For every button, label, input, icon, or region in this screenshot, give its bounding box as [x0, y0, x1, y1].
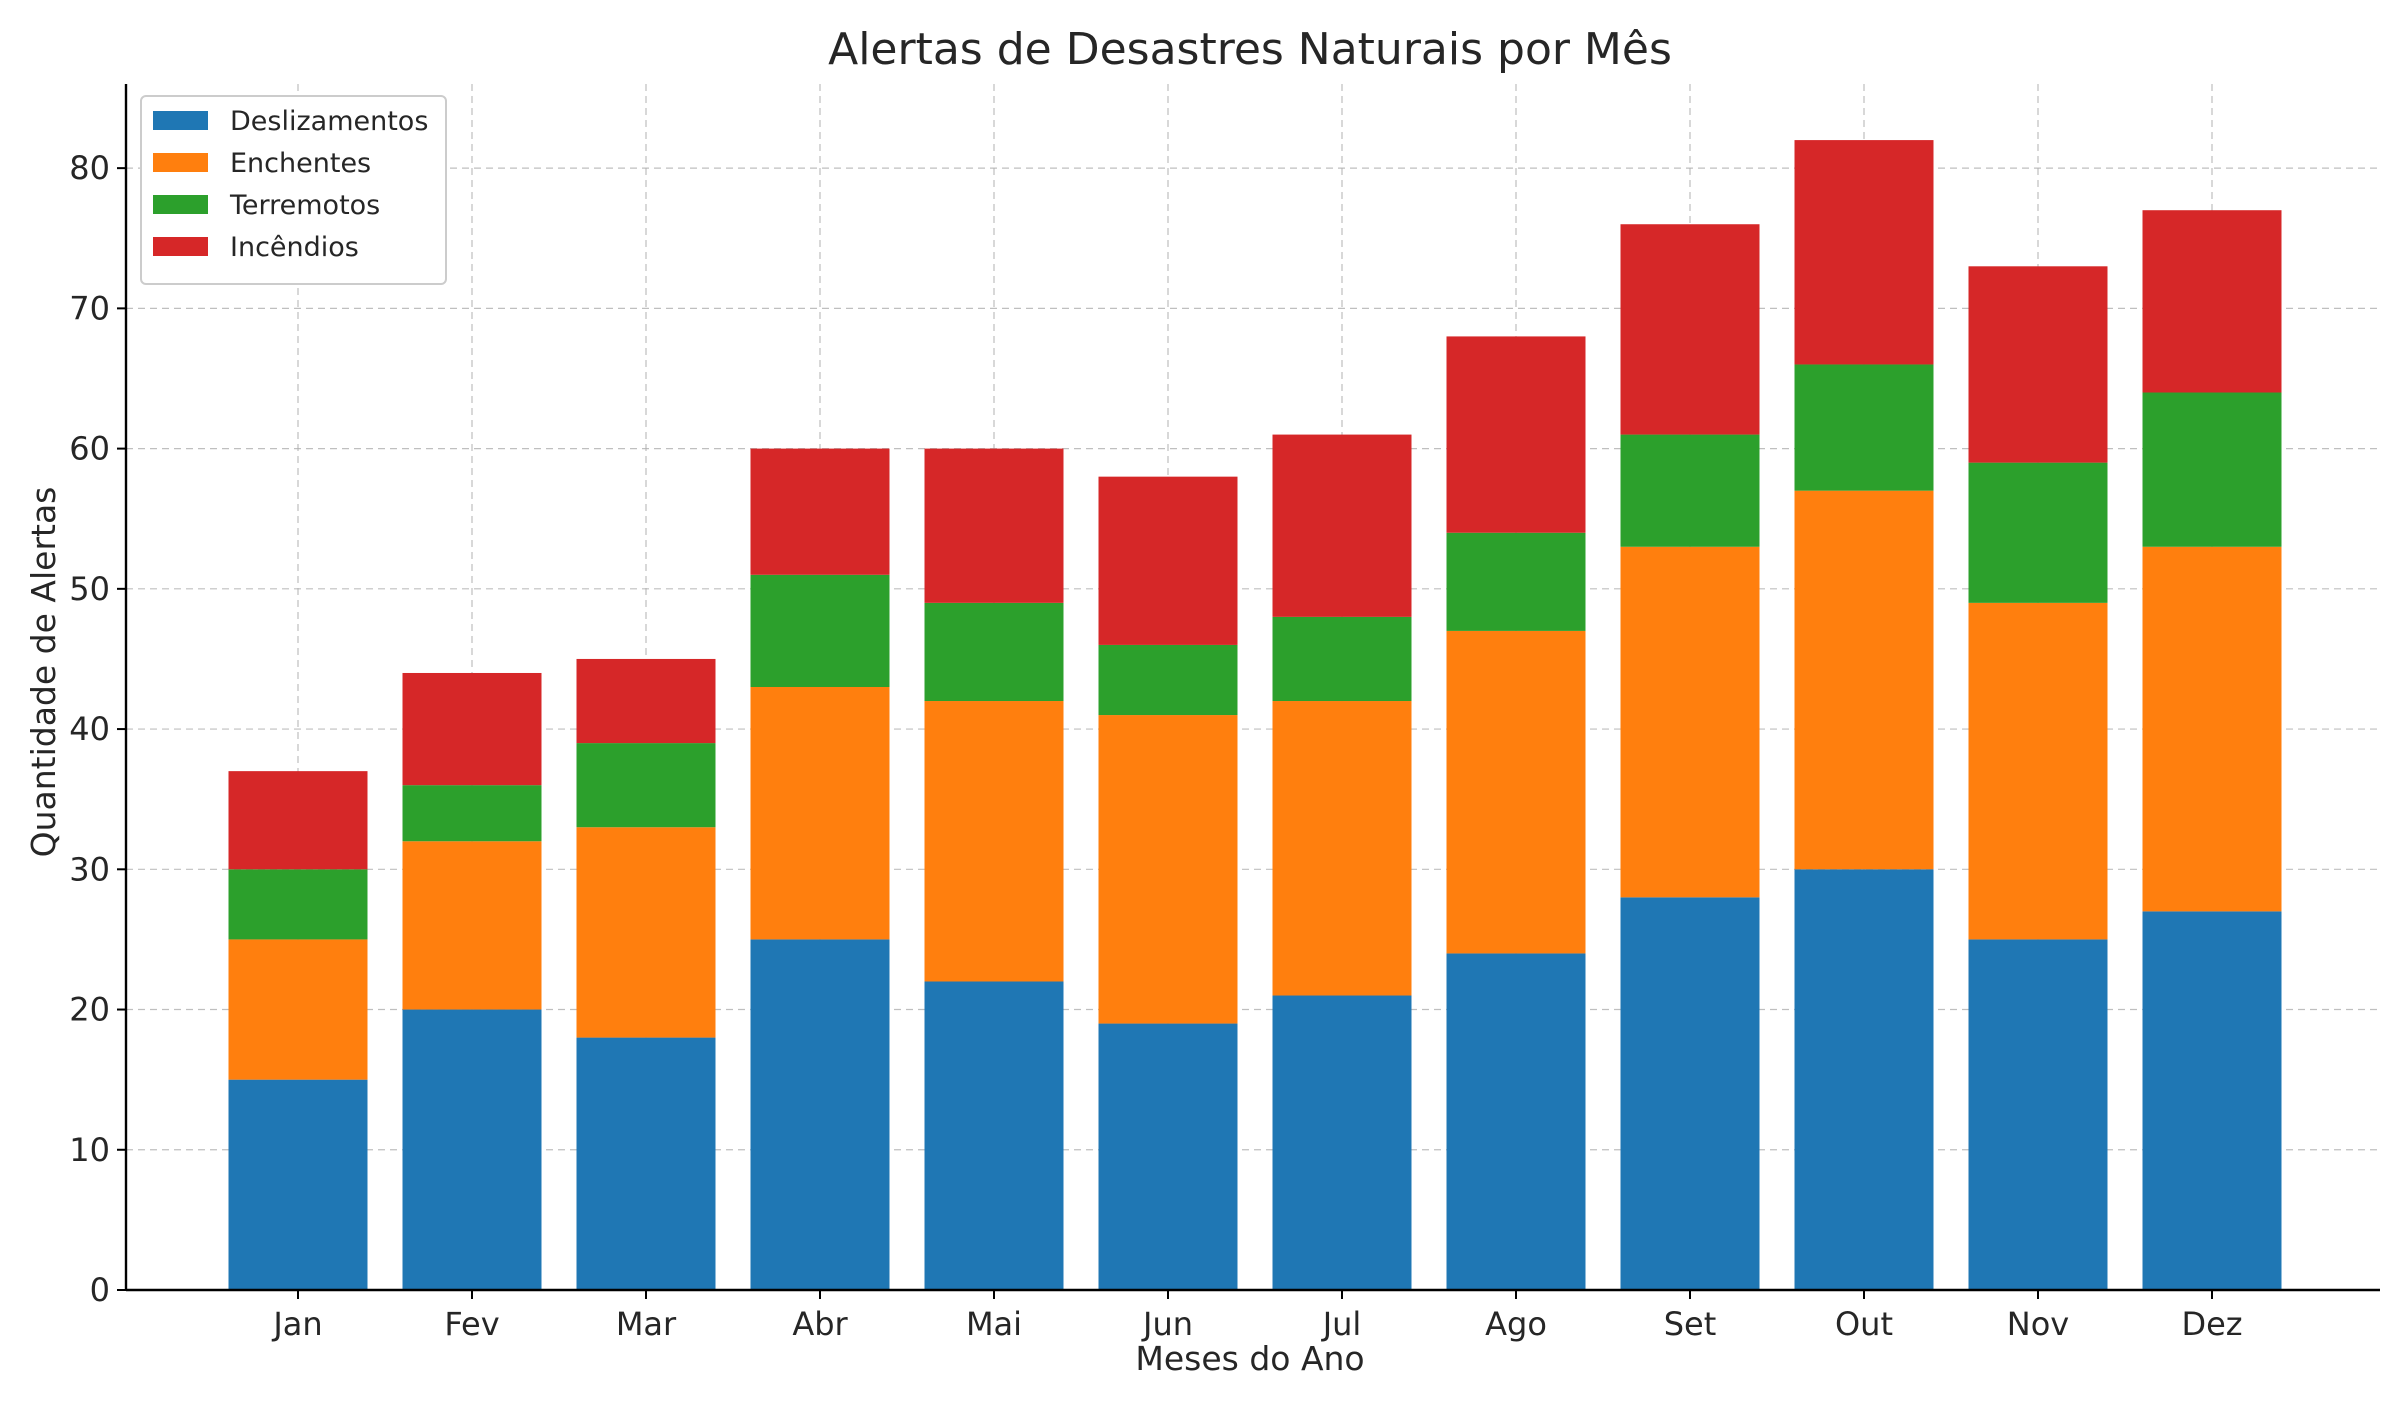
bar-jan-series-2 — [228, 869, 368, 940]
y-tick-label: 80 — [69, 149, 110, 187]
bar-jul-series-3 — [1272, 434, 1412, 617]
bar-nov-series-0 — [1968, 939, 2108, 1290]
legend-label: Terremotos — [229, 190, 380, 221]
y-tick-label: 30 — [69, 850, 110, 888]
y-tick-label: 40 — [69, 710, 110, 748]
bar-ago-series-3 — [1446, 336, 1586, 533]
x-tick-label: Nov — [2007, 1305, 2069, 1343]
y-tick-label: 0 — [90, 1271, 110, 1309]
bar-jul-series-0 — [1272, 995, 1412, 1290]
bar-jan-series-1 — [228, 939, 368, 1080]
bar-abr-series-1 — [750, 687, 890, 940]
bar-fev-series-2 — [402, 785, 542, 842]
bar-mar-series-2 — [576, 743, 716, 828]
x-tick-label: Mai — [966, 1305, 1022, 1343]
legend-swatch — [153, 195, 208, 214]
x-tick-label: Fev — [444, 1305, 499, 1343]
bar-out-series-3 — [1794, 140, 1934, 365]
bar-abr-series-0 — [750, 939, 890, 1290]
bar-jan-series-3 — [228, 771, 368, 870]
y-axis-title: Quantidade de Alertas — [24, 487, 63, 858]
bar-mar-series-0 — [576, 1037, 716, 1290]
y-tick-label: 20 — [69, 991, 110, 1029]
y-tick-label: 10 — [69, 1131, 110, 1169]
x-tick-label: Jan — [271, 1305, 322, 1343]
x-axis-title: Meses do Ano — [1135, 1339, 1364, 1378]
x-tick-label: Jun — [1141, 1305, 1193, 1343]
bar-dez-series-1 — [2142, 546, 2282, 912]
bar-nov-series-3 — [1968, 266, 2108, 463]
bar-jan-series-0 — [228, 1079, 368, 1290]
bar-ago-series-2 — [1446, 532, 1586, 631]
bar-jun-series-0 — [1098, 1023, 1238, 1290]
bar-out-series-0 — [1794, 869, 1934, 1290]
legend-box — [140, 95, 447, 285]
x-tick-label: Out — [1835, 1305, 1893, 1343]
legend: Deslizamentos Enchentes Terremotos Incêndio… — [140, 95, 447, 285]
x-tick-label: Mar — [616, 1305, 677, 1343]
bar-fev-series-3 — [402, 672, 542, 786]
bar-set-series-2 — [1620, 434, 1760, 547]
x-tick-label: Set — [1664, 1305, 1717, 1343]
bar-jun-series-1 — [1098, 715, 1238, 1024]
bar-jun-series-3 — [1098, 476, 1238, 645]
bars — [228, 140, 2282, 1290]
legend-swatch — [153, 153, 208, 172]
bar-mar-series-3 — [576, 658, 716, 744]
axes: 0 10 20 30 40 50 60 70 80 Jan Fev Mar Abr Mai Jun Jul Ag… — [69, 84, 2380, 1343]
bar-mar-series-1 — [576, 827, 716, 1038]
bar-jun-series-2 — [1098, 644, 1238, 716]
bar-fev-series-1 — [402, 841, 542, 1010]
x-tick-label: Jul — [1321, 1305, 1362, 1343]
bar-out-series-1 — [1794, 490, 1934, 870]
y-tick-label: 70 — [69, 289, 110, 327]
bar-abr-series-2 — [750, 574, 890, 687]
legend-swatch — [153, 111, 208, 130]
x-tick-label: Abr — [792, 1305, 848, 1343]
legend-label: Incêndios — [230, 232, 359, 263]
bar-fev-series-0 — [402, 1009, 542, 1290]
bar-mai-series-0 — [924, 981, 1064, 1290]
bar-set-series-1 — [1620, 546, 1760, 898]
bar-dez-series-0 — [2142, 911, 2282, 1290]
y-tick-label: 60 — [69, 430, 110, 468]
legend-label: Deslizamentos — [230, 106, 428, 137]
bar-jul-series-2 — [1272, 616, 1412, 702]
legend-label: Enchentes — [230, 148, 371, 179]
legend-swatch — [153, 237, 208, 256]
bar-out-series-2 — [1794, 364, 1934, 491]
bar-mai-series-2 — [924, 602, 1064, 702]
bar-mai-series-1 — [924, 701, 1064, 982]
bar-jul-series-1 — [1272, 701, 1412, 996]
bar-ago-series-0 — [1446, 953, 1586, 1290]
y-tick-label: 50 — [69, 570, 110, 608]
x-tick-label: Ago — [1485, 1305, 1547, 1343]
bar-ago-series-1 — [1446, 630, 1586, 954]
x-tick-label: Dez — [2181, 1305, 2242, 1343]
bar-mai-series-3 — [924, 448, 1064, 603]
bar-set-series-3 — [1620, 224, 1760, 435]
bar-dez-series-3 — [2142, 210, 2282, 393]
chart-title: Alertas de Desastres Naturais por Mês — [828, 24, 1672, 75]
bar-nov-series-1 — [1968, 602, 2108, 940]
bar-nov-series-2 — [1968, 462, 2108, 603]
bar-set-series-0 — [1620, 897, 1760, 1290]
bar-abr-series-3 — [750, 448, 890, 575]
bar-dez-series-2 — [2142, 392, 2282, 547]
